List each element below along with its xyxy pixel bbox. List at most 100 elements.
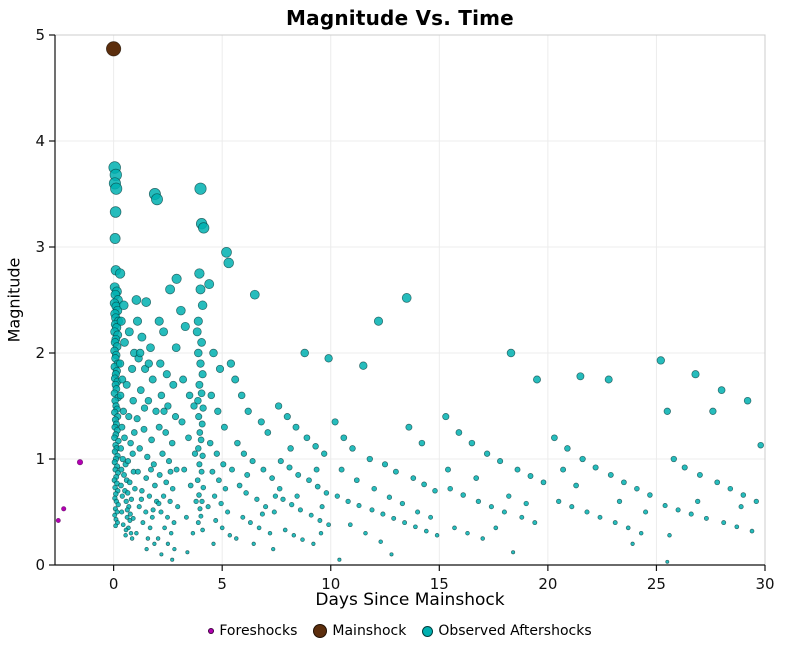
data-point [501,509,507,515]
data-point [347,522,353,528]
data-point [297,507,303,513]
data-point [194,348,203,358]
mainshock-series [106,41,122,57]
data-point [353,477,360,484]
data-point [192,327,202,337]
data-point [391,515,397,521]
data-point [159,450,166,457]
data-point [625,525,631,531]
data-point [663,407,671,415]
data-point [234,439,241,447]
data-point [165,458,173,465]
data-point [179,375,188,384]
data-point [199,498,205,505]
data-point [378,539,383,544]
data-point [200,484,207,491]
data-point [190,402,198,410]
data-point [205,504,211,510]
y-axis-label: Magnitude [4,257,24,343]
data-point [123,533,128,538]
data-point [667,533,672,538]
data-point [196,461,203,468]
data-point [120,522,126,528]
data-point [321,450,328,457]
chart-title: Magnitude Vs. Time [286,6,514,30]
data-point [131,295,142,305]
data-point [612,520,618,526]
data-point [165,541,171,546]
x-tick-label: 0 [109,575,119,593]
data-point [195,520,201,526]
data-point [194,182,207,195]
data-point [209,468,216,475]
data-point [381,461,389,468]
data-point [187,482,194,489]
data-point [185,391,194,400]
data-point [197,436,205,444]
data-point [579,455,586,463]
data-point [506,493,512,499]
data-point [145,536,151,541]
data-point [556,498,562,505]
y-tick-label: 1 [35,450,45,468]
data-point [190,530,196,536]
data-point [148,375,157,384]
data-point [413,524,418,530]
data-point [287,445,294,452]
data-point [136,445,143,452]
data-point [123,498,129,505]
data-point [452,525,457,531]
data-point [226,359,236,368]
data-point [331,418,339,426]
data-point [118,482,124,489]
data-point [314,483,321,490]
data-point [359,361,368,370]
data-point [523,500,529,507]
data-point [371,485,377,492]
data-point [198,222,210,234]
data-point [749,528,755,534]
data-point [223,257,234,269]
data-point [119,455,126,463]
data-point [269,475,275,481]
data-point [445,466,451,473]
data-point [207,391,216,400]
data-point [480,536,485,541]
data-point [150,461,157,468]
data-point [129,536,135,541]
data-point [211,541,216,546]
data-point [533,375,541,384]
data-point [714,479,721,486]
data-point [313,466,320,473]
data-point [155,536,161,541]
data-point [300,348,309,358]
data-point [156,359,165,368]
data-point [345,498,351,505]
data-point [311,541,316,546]
data-point [743,396,752,405]
data-point [432,488,438,494]
data-point [402,520,408,526]
data-point [497,458,504,465]
data-point [323,490,330,496]
data-point [306,477,312,484]
data-point [249,458,256,465]
data-point [151,193,163,206]
data-point [337,557,342,562]
data-point [389,552,394,557]
data-point [122,380,131,389]
data-point [169,380,178,389]
data-point [569,504,575,510]
data-point [592,464,599,471]
data-point [197,389,206,398]
data-point [154,316,164,326]
data-point [277,458,284,465]
data-point [282,527,288,533]
data-point [740,492,747,498]
data-point [76,459,84,466]
data-point [473,475,480,481]
data-point [164,402,172,410]
data-point [318,530,324,536]
data-point [324,354,333,363]
